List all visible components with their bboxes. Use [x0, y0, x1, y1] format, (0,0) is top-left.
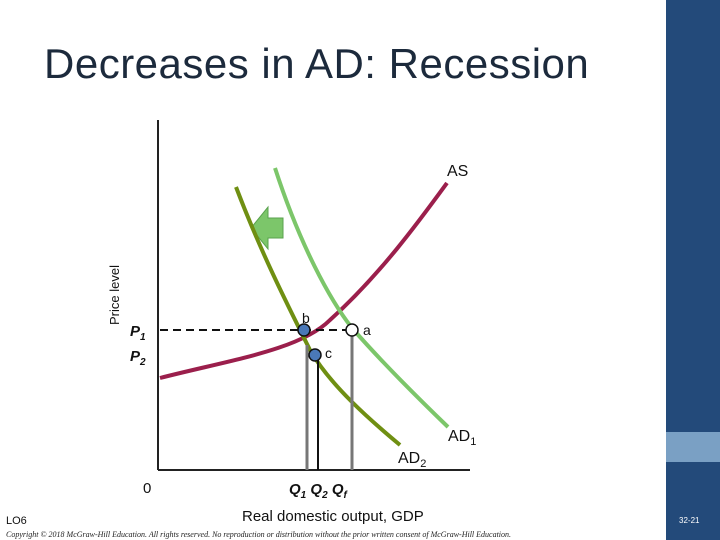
p2-label-sub: 2 — [140, 357, 146, 368]
q2-label: Q2 — [310, 481, 328, 501]
y-axis-label: Price level — [107, 265, 122, 325]
ad2-label-main: AD — [398, 450, 421, 467]
point-b-label: b — [302, 310, 310, 326]
ad1-label-main: AD — [448, 428, 471, 445]
p1-label-sub: 1 — [140, 332, 146, 343]
ad2-label: AD2 — [398, 450, 426, 470]
slide-number: 32-21 — [679, 516, 700, 525]
slide-title: Decreases in AD: Recession — [44, 40, 590, 87]
q-labels: Q1 Q2 Qf — [289, 481, 347, 501]
p1-label-main: P — [130, 323, 141, 340]
point-a — [345, 323, 359, 337]
x-axis-label: Real domestic output, GDP — [242, 508, 424, 525]
as-curve — [159, 181, 449, 380]
origin-label: 0 — [143, 480, 152, 497]
copyright-notice: Copyright © 2018 McGraw-Hill Education. … — [6, 530, 512, 539]
sidebar-accent — [666, 432, 720, 462]
ad1-curve — [273, 167, 450, 429]
ad1-label-sub: 1 — [470, 436, 477, 449]
p2-label: P2 — [130, 348, 146, 368]
point-b — [297, 323, 311, 337]
learning-objective-label: LO6 — [6, 515, 27, 527]
point-a-label: a — [363, 322, 371, 338]
point-c — [308, 348, 322, 362]
qf-label: Qf — [331, 481, 347, 501]
ad1-label: AD1 — [448, 428, 476, 448]
p2-label-main: P — [130, 348, 141, 365]
p1-label: P1 — [130, 323, 146, 343]
left-shift-arrow-icon — [250, 205, 284, 251]
point-c-label: c — [325, 345, 332, 361]
q1-label: Q1 — [289, 481, 307, 501]
ad2-label-sub: 2 — [420, 458, 427, 471]
ad2-curve — [234, 186, 402, 447]
as-label: AS — [447, 163, 469, 180]
